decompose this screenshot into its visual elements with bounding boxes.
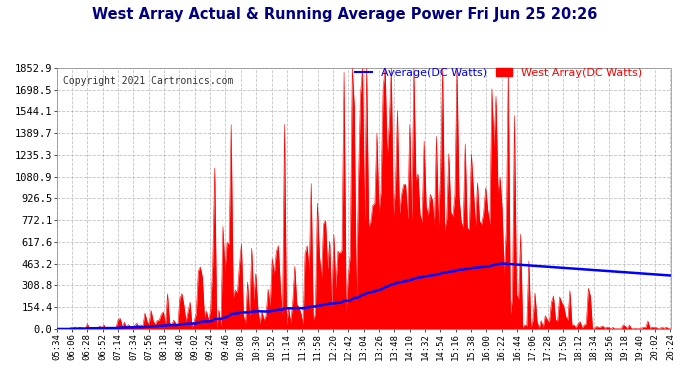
Legend: Average(DC Watts), West Array(DC Watts): Average(DC Watts), West Array(DC Watts) <box>355 68 642 78</box>
Text: Copyright 2021 Cartronics.com: Copyright 2021 Cartronics.com <box>63 76 233 86</box>
Text: West Array Actual & Running Average Power Fri Jun 25 20:26: West Array Actual & Running Average Powe… <box>92 8 598 22</box>
